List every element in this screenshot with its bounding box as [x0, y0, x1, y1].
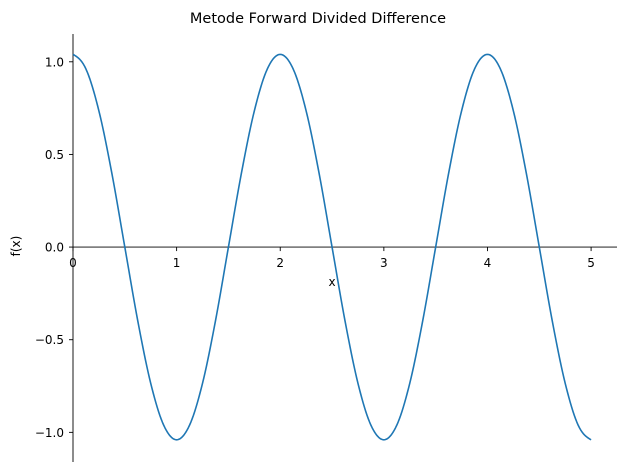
y-axis-label: f(x) — [9, 236, 23, 257]
chart-title: Metode Forward Divided Difference — [190, 11, 446, 27]
y-axis-ticks: 1.0 0.5 0.0 −0.5 −1.0 — [35, 55, 73, 440]
x-tick-label: 5 — [587, 256, 595, 270]
y-tick-label: 0.5 — [45, 148, 64, 162]
y-tick-label: 1.0 — [45, 55, 64, 69]
x-tick-label: 4 — [484, 256, 492, 270]
plot-area — [72, 53, 592, 441]
x-tick-label: 0 — [69, 256, 77, 270]
x-tick-label: 3 — [380, 256, 388, 270]
series-line — [72, 53, 592, 441]
x-axis-ticks: 0 1 2 3 4 5 — [69, 247, 595, 270]
y-tick-label: −0.5 — [35, 333, 64, 347]
y-tick-label: −1.0 — [35, 426, 64, 440]
x-tick-label: 1 — [173, 256, 181, 270]
x-tick-label: 2 — [276, 256, 284, 270]
x-axis-label: x — [328, 275, 335, 289]
y-tick-label: 0.0 — [45, 241, 64, 255]
